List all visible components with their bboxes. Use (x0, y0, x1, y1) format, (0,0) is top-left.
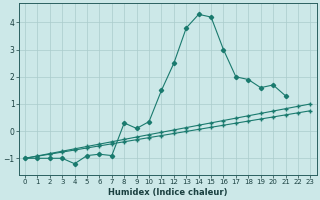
X-axis label: Humidex (Indice chaleur): Humidex (Indice chaleur) (108, 188, 228, 197)
